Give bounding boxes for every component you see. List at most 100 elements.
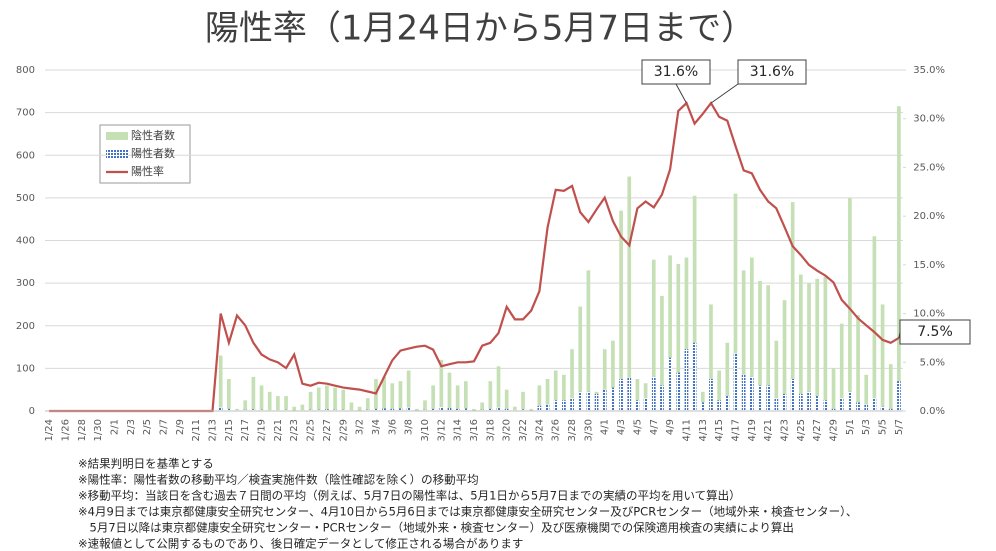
- x-tick-label: 3/30: [583, 419, 594, 441]
- positive-bar: [692, 342, 697, 411]
- x-tick-label: 4/23: [780, 419, 791, 441]
- negative-bar: [651, 259, 656, 411]
- negative-bar: [839, 323, 844, 411]
- negative-bar: [790, 202, 795, 411]
- callout-line: [675, 83, 687, 104]
- negative-bar: [414, 408, 419, 411]
- negative-bar: [243, 400, 248, 411]
- negative-bar: [308, 391, 313, 411]
- negative-bar: [815, 278, 820, 411]
- negative-bar: [406, 370, 411, 411]
- x-tick-label: 3/2: [355, 419, 366, 435]
- negative-bar: [251, 376, 256, 411]
- negative-bar: [856, 315, 860, 411]
- positive-bar: [888, 408, 893, 411]
- y2-tick-label: 0.0%: [920, 406, 945, 417]
- positive-bar: [553, 400, 558, 411]
- positive-bar: [619, 379, 623, 411]
- positive-bar: [627, 377, 632, 411]
- x-tick-label: 1/28: [77, 419, 88, 441]
- positive-bar: [766, 385, 771, 411]
- negative-bar: [897, 106, 901, 411]
- note: 5月7日以降は東京都健康安全研究センター・PCRセンター（地域外来・検査センター…: [78, 521, 794, 535]
- positive-bar: [668, 357, 672, 411]
- positive-bar: [431, 408, 435, 411]
- positive-bar: [839, 398, 844, 411]
- positive-bar: [758, 385, 762, 411]
- x-tick-label: 5/1: [845, 419, 856, 435]
- positive-bar: [709, 379, 713, 411]
- negative-bar: [807, 283, 811, 411]
- positive-bar: [586, 391, 591, 411]
- y2-tick-label: 20.0%: [913, 211, 945, 222]
- positive-bar: [790, 379, 795, 411]
- x-tick-label: 4/1: [600, 419, 611, 435]
- positive-bar: [259, 409, 264, 411]
- y-tick-label: 400: [16, 236, 35, 247]
- x-tick-label: 4/9: [665, 419, 676, 435]
- positive-bar: [406, 407, 411, 411]
- x-tick-label: 3/20: [502, 419, 513, 441]
- negative-bar: [390, 383, 395, 411]
- positive-bar: [741, 374, 746, 411]
- negative-bar: [725, 342, 730, 411]
- callout-line: [710, 83, 739, 104]
- negative-bar: [382, 376, 386, 411]
- positive-bar: [749, 376, 754, 411]
- negative-bar: [545, 379, 550, 411]
- negative-bar: [668, 255, 672, 411]
- legend-label: 陽性率: [131, 164, 164, 178]
- x-tick-label: 2/15: [224, 419, 235, 441]
- negative-bar: [218, 355, 223, 411]
- negative-bar: [463, 381, 468, 411]
- y2-tick-label: 35.0%: [913, 65, 945, 76]
- negative-bar: [660, 295, 664, 411]
- negative-bar: [374, 379, 378, 411]
- x-tick-label: 1/26: [60, 419, 71, 441]
- positive-bar: [439, 407, 444, 411]
- x-tick-label: 2/13: [208, 419, 219, 441]
- positive-bar: [365, 409, 370, 411]
- x-tick-label: 2/29: [338, 419, 349, 441]
- x-tick-label: 2/21: [273, 419, 284, 441]
- negative-bar: [447, 372, 452, 411]
- negative-bar: [684, 257, 689, 411]
- negative-bar: [749, 257, 754, 411]
- callout-box: [641, 59, 711, 85]
- x-tick-label: 3/16: [469, 419, 480, 441]
- y-tick-label: 300: [16, 278, 35, 289]
- positive-bar: [856, 402, 860, 411]
- positive-bar: [325, 409, 329, 411]
- positive-bar: [594, 393, 599, 411]
- y2-tick-label: 30.0%: [913, 114, 945, 125]
- negative-bar: [872, 236, 877, 411]
- negative-bar: [570, 349, 574, 411]
- negative-bar: [880, 304, 885, 411]
- legend-label: 陽性者数: [131, 146, 175, 160]
- positive-bar: [831, 408, 836, 411]
- negative-bar: [325, 385, 329, 411]
- positive-bar: [578, 391, 583, 411]
- positive-bar: [823, 400, 828, 411]
- positive-bar: [284, 409, 288, 411]
- positive-bar: [423, 409, 427, 411]
- negative-bar: [586, 270, 591, 411]
- negative-bar: [504, 389, 509, 411]
- positive-bar: [815, 396, 820, 411]
- x-tick-label: 4/3: [616, 419, 627, 435]
- positive-bar: [700, 402, 705, 411]
- callout-label: 31.6%: [750, 64, 794, 80]
- x-tick-label: 4/11: [681, 419, 692, 441]
- positive-bar: [676, 372, 681, 411]
- y-tick-label: 100: [16, 363, 35, 374]
- negative-bar: [276, 396, 280, 411]
- x-tick-label: 3/26: [551, 419, 562, 441]
- negative-bar: [341, 389, 346, 411]
- y-tick-label: 200: [16, 321, 35, 332]
- positive-bar: [611, 387, 615, 411]
- legend-label: 陰性者数: [131, 128, 175, 142]
- negative-bar: [521, 391, 525, 411]
- y-tick-label: 800: [16, 65, 35, 76]
- x-tick-label: 3/8: [404, 419, 415, 435]
